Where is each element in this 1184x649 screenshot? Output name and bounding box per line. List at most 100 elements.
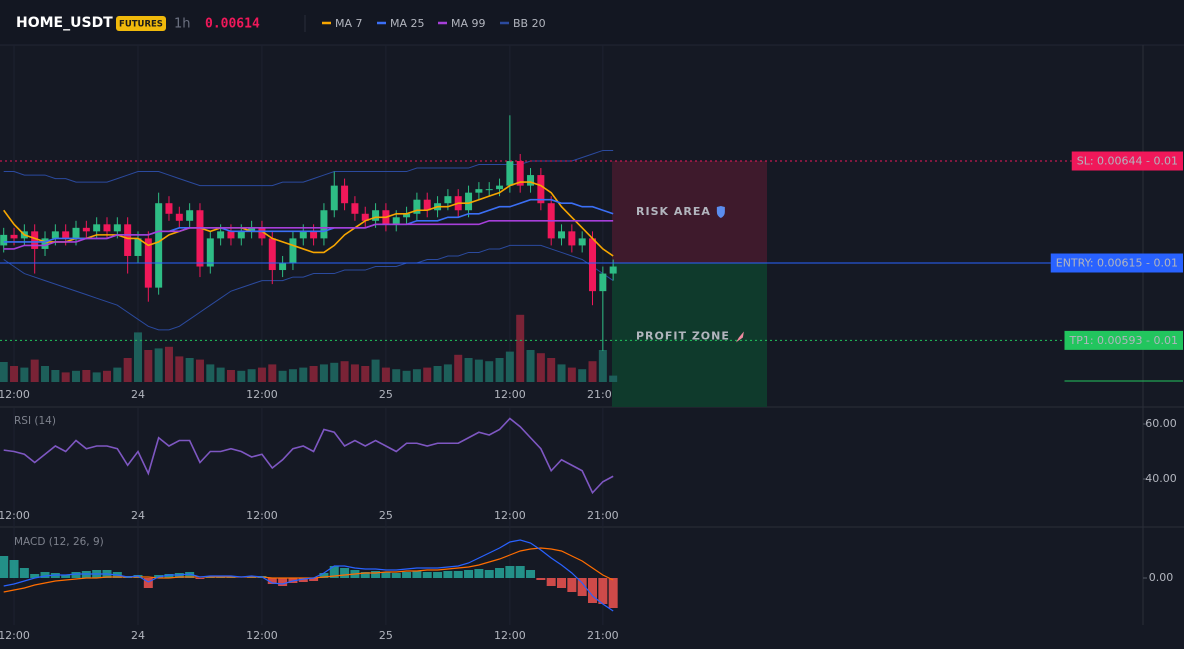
rsi-line [3,417,614,495]
y-tick-label: 60.00 [1145,417,1177,430]
candle-body [51,231,59,239]
interval[interactable]: 1h [174,17,191,32]
candle-body [537,175,545,204]
candle-body [299,231,307,239]
candle-body [372,210,380,221]
volume-bar [237,370,246,382]
zone-label: RISK AREA [636,205,711,218]
candle-body [217,231,225,239]
volume-bar [330,362,339,382]
macd-histogram [484,570,494,578]
macd-histogram [588,578,598,603]
ma-line [3,181,614,257]
macd-histogram [340,568,350,578]
volume-bar [41,366,50,382]
candle-body [93,224,101,232]
volume-bar [216,367,225,382]
level-label: TP1: 0.00593 - 0.01 [1069,334,1179,347]
volume-bar [547,358,556,382]
x-tick-label: 24 [131,509,145,522]
macd-histogram [443,571,453,578]
y-tick-label: 0.00 [1149,571,1174,584]
x-tick-label: 25 [379,509,393,522]
candle-body [237,231,245,239]
candle-body [62,231,70,239]
candle-body [330,185,338,211]
x-tick-label: 12:00 [246,388,278,401]
volume-bar [361,366,370,382]
macd-histogram [267,578,277,584]
candle-body [248,227,256,232]
candle-body [103,224,111,232]
x-tick-label: 25 [379,388,393,401]
zone-label: PROFIT ZONE [636,330,730,343]
volume-bar [164,346,173,382]
candle-body [444,196,452,204]
volume-bar [381,367,390,382]
volume-bar [443,364,452,382]
volume-bar [433,366,442,382]
x-tick-label: 12:00 [0,629,30,642]
zone [612,161,767,264]
volume-bar [505,351,514,382]
macd-histogram [412,571,422,578]
y-tick-label: 40.00 [1145,472,1177,485]
volume-bar [175,356,184,382]
volume-bar [567,367,576,382]
candle-body [72,227,80,239]
volume-bar [113,367,122,382]
x-tick-label: 12:00 [0,509,30,522]
candle-body [289,238,297,264]
macd-histogram [329,566,339,578]
macd-histogram [360,572,370,578]
candle-body [227,231,235,239]
candle-body [341,185,349,204]
macd-histogram [598,578,608,604]
last-price: 0.00614 [205,17,260,32]
volume-bar [268,364,277,382]
candle-body [41,238,49,249]
candle-body [196,210,204,267]
macd-histogram [391,573,401,578]
badge: FUTURES [119,20,163,30]
macd-histogram [577,578,587,596]
volume-bar [20,367,29,382]
macd-histogram [557,578,567,588]
volume-bar [598,350,607,382]
volume-bar [123,358,132,382]
macd-histogram [9,560,19,578]
volume-bar [185,358,194,382]
candle-body [465,192,473,211]
candle-body [186,210,194,221]
macd-histogram [19,568,29,578]
volume-bar [423,367,432,382]
macd-title: MACD (12, 26, 9) [14,536,104,548]
x-tick-label: 12:00 [0,388,30,401]
macd-histogram [608,578,618,608]
macd-histogram [495,568,505,578]
x-tick-label: 21:00 [587,629,619,642]
candle-body [268,238,276,271]
macd-histogram [0,556,9,578]
x-tick-label: 25 [379,629,393,642]
volume-bar [195,359,204,382]
volume-bar [72,370,81,382]
level-tag [1050,253,1183,273]
volume-bar [51,370,60,382]
volume-bar [278,370,287,382]
volume-bar [340,361,349,382]
volume-bar [454,354,463,382]
rsi-title: RSI (14) [14,415,56,427]
x-tick-label: 12:00 [494,629,526,642]
volume-bar [526,350,535,382]
candle-body [82,227,90,232]
macd-histogram [164,574,174,578]
volume-bar [402,370,411,382]
candle-body [413,199,421,214]
candle-body [485,189,493,191]
macd-histogram [453,571,463,578]
macd-histogram [567,578,577,592]
volume-bar [588,361,597,382]
candle-body [516,161,524,186]
